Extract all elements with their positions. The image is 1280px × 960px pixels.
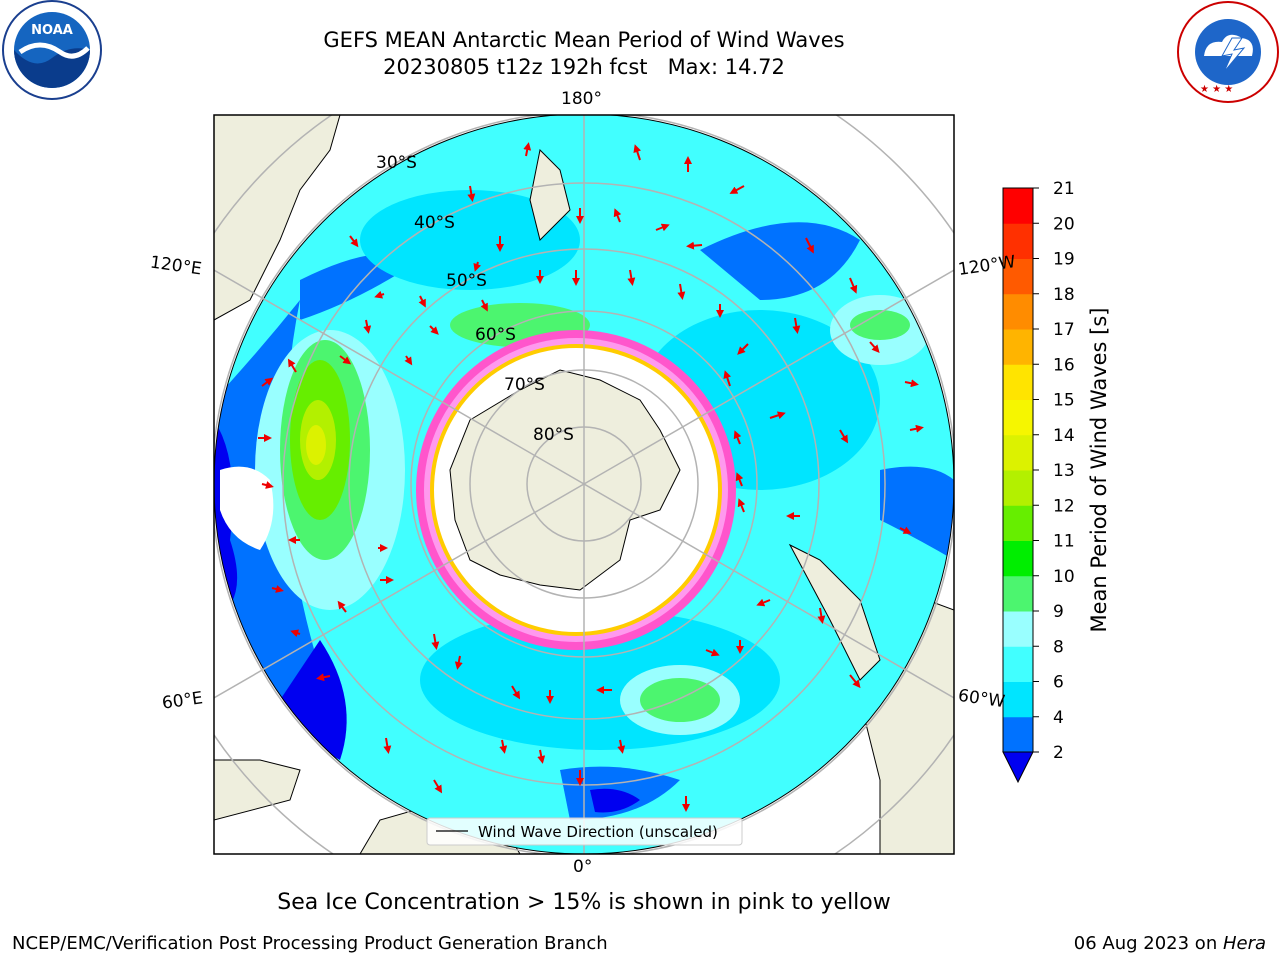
colorbar-tick-label: 15 xyxy=(1053,391,1075,411)
colorbar-segment xyxy=(1003,434,1033,471)
footer-credit: NCEP/EMC/Verification Post Processing Pr… xyxy=(12,933,608,954)
footer-date-text: 06 Aug 2023 on xyxy=(1073,933,1223,954)
colorbar-segment xyxy=(1003,399,1033,436)
colorbar-tick-label: 2 xyxy=(1053,743,1064,763)
colorbar-tick-label: 4 xyxy=(1053,708,1064,728)
noaa-logo-text: NOAA xyxy=(31,23,73,38)
lat-label-70s: 70°S xyxy=(504,375,545,395)
wave-arrows xyxy=(258,142,924,812)
lat-label-60s: 60°S xyxy=(475,325,516,345)
lon-label-0: 0° xyxy=(573,857,593,877)
colorbar-tick-label: 21 xyxy=(1053,179,1075,199)
colorbar-segment xyxy=(1003,540,1033,577)
colorbar-segment xyxy=(1003,505,1033,541)
colorbar-segment xyxy=(1003,470,1033,506)
colorbar: 2 4 6 8 9 10 11 12 13 14 15 16 17 18 19 20 21 Mean Perio… xyxy=(1002,179,1111,784)
chart-title: GEFS MEAN Antarctic Mean Period of Wind … xyxy=(323,28,845,52)
colorbar-tick-label: 6 xyxy=(1053,673,1064,693)
colorbar-segment xyxy=(1003,716,1033,753)
lat-label-30s: 30°S xyxy=(376,153,417,173)
nws-logo: ★ ★ ★ xyxy=(1177,1,1279,103)
colorbar-underflow xyxy=(1002,751,1034,784)
map-legend: Wind Wave Direction (unscaled) xyxy=(426,817,743,846)
colorbar-tick-label: 13 xyxy=(1053,461,1075,481)
colorbar-tick-label: 11 xyxy=(1053,532,1075,552)
colorbar-tick-label: 12 xyxy=(1053,496,1075,516)
map-area: Wind Wave Direction (unscaled) xyxy=(213,114,955,855)
colorbar-tick-label: 18 xyxy=(1053,285,1075,305)
lat-label-80s: 80°S xyxy=(533,425,574,445)
sea-ice-caption: Sea Ice Concentration > 15% is shown in … xyxy=(277,890,891,915)
noaa-logo: NOAA xyxy=(2,0,102,100)
colorbar-segment xyxy=(1003,611,1033,647)
colorbar-tick-label: 14 xyxy=(1053,426,1075,446)
colorbar-segment xyxy=(1003,681,1033,718)
colorbar-segment xyxy=(1003,646,1033,682)
colorbar-tick-label: 17 xyxy=(1053,320,1075,340)
colorbar-label: Mean Period of Wind Waves [s] xyxy=(1087,308,1111,633)
lat-label-50s: 50°S xyxy=(446,271,487,291)
colorbar-segment xyxy=(1003,223,1033,259)
colorbar-tick-label: 8 xyxy=(1053,637,1064,657)
svg-text:★ ★ ★: ★ ★ ★ xyxy=(1200,84,1233,95)
lat-label-40s: 40°S xyxy=(414,213,455,233)
colorbar-segment xyxy=(1003,188,1033,224)
colorbar-tick-label: 19 xyxy=(1053,250,1075,270)
footer-machine: Hera xyxy=(1222,933,1266,954)
colorbar-segment xyxy=(1003,258,1033,295)
colorbar-segment xyxy=(1003,575,1033,612)
colorbar-segment xyxy=(1003,364,1033,400)
graticule xyxy=(214,115,954,854)
legend-label: Wind Wave Direction (unscaled) xyxy=(478,823,718,841)
colorbar-tick-label: 16 xyxy=(1053,355,1075,375)
colorbar-segment xyxy=(1003,293,1033,330)
colorbar-segment xyxy=(1003,329,1033,365)
colorbar-tick-label: 10 xyxy=(1053,567,1075,587)
colorbar-tick-label: 9 xyxy=(1053,602,1064,622)
lon-label-180: 180° xyxy=(561,89,602,109)
chart-subtitle: 20230805 t12z 192h fcst Max: 14.72 xyxy=(383,55,785,79)
footer-date: 06 Aug 2023 on Hera xyxy=(1074,933,1266,954)
colorbar-tick-label: 20 xyxy=(1053,214,1075,234)
